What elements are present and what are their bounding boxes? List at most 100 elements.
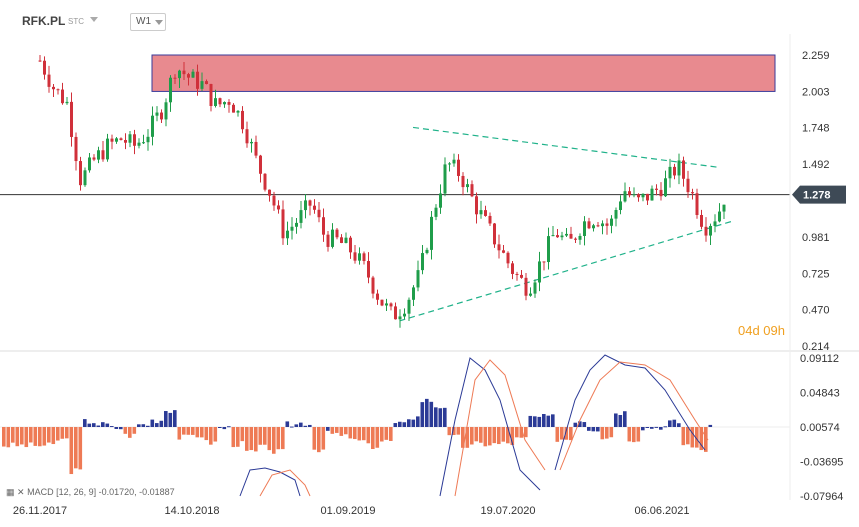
macd-histogram-bar bbox=[411, 419, 416, 427]
macd-indicator-legend[interactable]: ▦ ✕ MACD [12, 26, 9] -0.01720, -0.01887 bbox=[6, 487, 175, 498]
macd-histogram-bar bbox=[87, 423, 92, 427]
macd-histogram-bar bbox=[668, 420, 672, 427]
candle-body bbox=[340, 237, 343, 243]
macd-histogram-bar bbox=[551, 414, 555, 427]
macd-histogram-bar bbox=[56, 427, 60, 441]
macd-histogram-bar bbox=[353, 427, 357, 440]
macd-histogram-bar bbox=[438, 408, 443, 427]
macd-histogram-bar bbox=[407, 419, 411, 427]
candle-body bbox=[457, 159, 460, 176]
date-axis-label: 19.07.2020 bbox=[480, 505, 535, 517]
macd-histogram-bar bbox=[281, 427, 285, 450]
macd-histogram-bar bbox=[461, 427, 465, 448]
candle-body bbox=[565, 233, 568, 236]
macd-histogram-bar bbox=[690, 427, 695, 448]
macd-histogram-bar bbox=[501, 427, 506, 442]
candle-body bbox=[466, 184, 469, 188]
macd-histogram-bar bbox=[596, 427, 600, 432]
macd-histogram-bar bbox=[2, 427, 6, 447]
candle-body bbox=[529, 293, 532, 296]
macd-histogram-bar bbox=[42, 427, 47, 446]
macd-histogram-bar bbox=[159, 420, 164, 427]
macd-histogram-bar bbox=[11, 427, 15, 443]
macd-histogram-bar bbox=[506, 427, 510, 444]
candle-body bbox=[713, 221, 717, 226]
macd-histogram-bar bbox=[69, 427, 74, 475]
macd-histogram-bar bbox=[632, 427, 636, 443]
candle-body bbox=[412, 287, 415, 300]
candle-body bbox=[277, 205, 280, 210]
macd-axis-label: 0.00574 bbox=[800, 422, 840, 434]
macd-histogram-bar bbox=[92, 423, 96, 427]
macd-histogram-bar bbox=[200, 427, 204, 438]
macd-histogram-bar bbox=[398, 421, 402, 427]
candle-body bbox=[142, 142, 145, 144]
macd-histogram-bar bbox=[164, 411, 168, 427]
macd-histogram-bar bbox=[249, 427, 254, 451]
macd-histogram-bar bbox=[137, 424, 141, 427]
candle-body bbox=[569, 233, 573, 239]
macd-histogram-bar bbox=[515, 427, 519, 438]
candle-body bbox=[344, 237, 348, 243]
candle-body bbox=[583, 221, 586, 236]
candle-body bbox=[115, 138, 118, 142]
indicator-visibility-icon[interactable]: ▦ bbox=[6, 487, 15, 497]
macd-histogram-bar bbox=[173, 410, 177, 427]
indicator-remove-icon[interactable]: ✕ bbox=[17, 487, 25, 497]
macd-axis-label: -0.07964 bbox=[800, 491, 843, 503]
candle-body bbox=[88, 157, 91, 171]
candle-body bbox=[439, 193, 442, 208]
candle-body bbox=[367, 261, 370, 278]
macd-histogram-bar bbox=[672, 419, 677, 427]
macd-histogram-bar bbox=[380, 427, 384, 442]
macd-histogram-bar bbox=[128, 427, 132, 438]
macd-histogram-bar bbox=[60, 427, 65, 439]
macd-histogram-bar bbox=[267, 427, 272, 451]
candle-body bbox=[632, 194, 636, 196]
symbol-label[interactable]: RFK.PL bbox=[22, 14, 66, 28]
macd-histogram-bar bbox=[6, 427, 11, 448]
source-dropdown-icon[interactable] bbox=[90, 17, 98, 22]
candle-body bbox=[205, 81, 208, 85]
macd-histogram-bar bbox=[114, 427, 119, 429]
candle-body bbox=[524, 277, 528, 296]
macd-histogram-bar bbox=[51, 427, 56, 445]
macd-pane bbox=[0, 354, 790, 497]
macd-histogram-bar bbox=[236, 427, 240, 447]
macd-histogram-bar bbox=[695, 427, 699, 448]
candle-body bbox=[290, 226, 294, 231]
candle-body bbox=[335, 229, 339, 238]
macd-signal-line bbox=[559, 361, 709, 471]
macd-histogram-bar bbox=[465, 427, 470, 448]
macd-histogram-bar bbox=[20, 427, 24, 445]
candle-body bbox=[83, 170, 87, 186]
candle-body bbox=[160, 112, 163, 120]
axes: 2.259 2.003 1.748 1.492 0.981 0.725 0.470 0.214… bbox=[0, 34, 859, 517]
candle-body bbox=[547, 236, 550, 263]
candle-body bbox=[682, 160, 685, 179]
macd-histogram-bar bbox=[294, 424, 299, 427]
candle-body bbox=[250, 141, 253, 144]
candle-body bbox=[479, 210, 483, 215]
macd-signal-line bbox=[454, 359, 546, 497]
macd-histogram-bar bbox=[299, 422, 303, 427]
candle-body bbox=[313, 205, 316, 210]
candle-body bbox=[61, 89, 64, 104]
timeframe-select[interactable]: W1 bbox=[130, 13, 166, 31]
candle-body bbox=[664, 178, 667, 197]
candle-body bbox=[349, 237, 352, 253]
candle-body bbox=[358, 253, 361, 261]
candle-body bbox=[596, 225, 600, 227]
macd-histogram-bar bbox=[564, 427, 569, 440]
macd-histogram-bar bbox=[110, 426, 114, 428]
candle-body bbox=[124, 140, 127, 143]
macd-histogram-bar bbox=[389, 427, 393, 441]
macd-histogram-bar bbox=[285, 421, 290, 427]
candle-body bbox=[268, 189, 271, 196]
candle-body bbox=[101, 150, 105, 160]
macd-histogram-bar bbox=[578, 421, 582, 427]
macd-histogram-bar bbox=[362, 427, 366, 441]
macd-histogram-bar bbox=[186, 427, 191, 435]
macd-axis-label: 0.09112 bbox=[800, 353, 839, 365]
